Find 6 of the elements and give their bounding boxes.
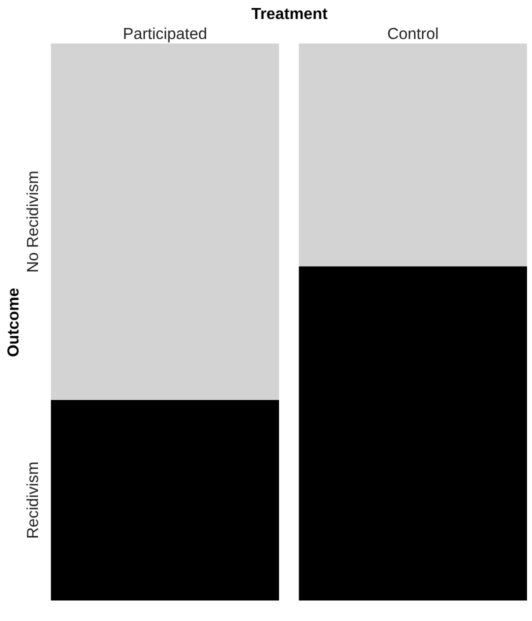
text: No Recidivism	[24, 170, 42, 273]
x-tick-label: Control	[387, 26, 439, 43]
x-tick-label: Participated	[122, 26, 208, 43]
y-axis-title: Outcome	[5, 288, 22, 358]
x-axis-title: Treatment	[251, 6, 328, 24]
text: Recidivism	[24, 462, 42, 539]
